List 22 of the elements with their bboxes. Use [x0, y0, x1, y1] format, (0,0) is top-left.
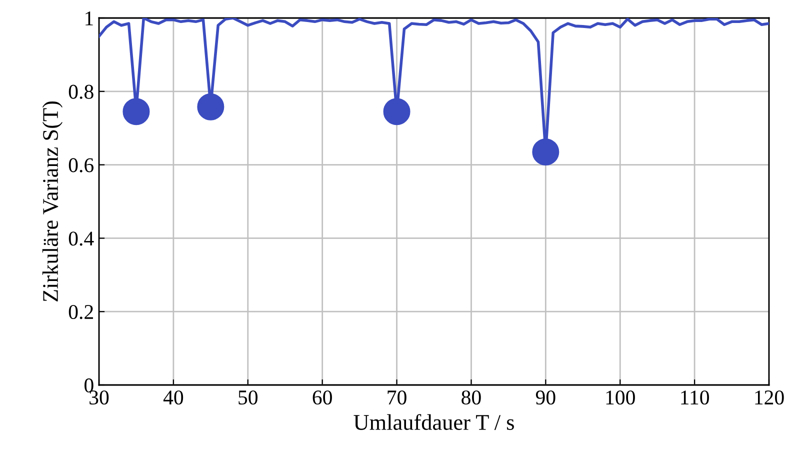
x-tick-label: 60	[312, 390, 332, 405]
x-tick-label: 120	[755, 390, 784, 405]
y-tick-label: 0	[84, 378, 94, 392]
y-tick-label: 0.6	[68, 158, 94, 172]
x-tick-label: 70	[388, 390, 406, 405]
x-tick-label: 80	[462, 390, 481, 405]
y-tick-label: 1	[86, 11, 93, 26]
x-axis-title: Umlaufdauer T / s	[354, 414, 514, 430]
x-tick-label: 50	[238, 390, 258, 405]
x-tick-label: 100	[606, 390, 635, 405]
point	[532, 138, 560, 166]
y-tick-label: 0.4	[68, 232, 94, 246]
y-tick-label: 0.2	[68, 304, 93, 320]
x-tick-label: 30	[90, 390, 109, 405]
x-tick-label: 90	[536, 390, 556, 405]
x-tick-label: 40	[163, 390, 184, 405]
y-tick-label: 0.8	[68, 84, 94, 99]
point	[122, 98, 150, 126]
point	[383, 98, 410, 126]
x-tick-label: 110	[681, 390, 709, 405]
point	[197, 93, 224, 120]
y-axis-title: Zirkuläre Varianz S(T)	[42, 101, 63, 302]
